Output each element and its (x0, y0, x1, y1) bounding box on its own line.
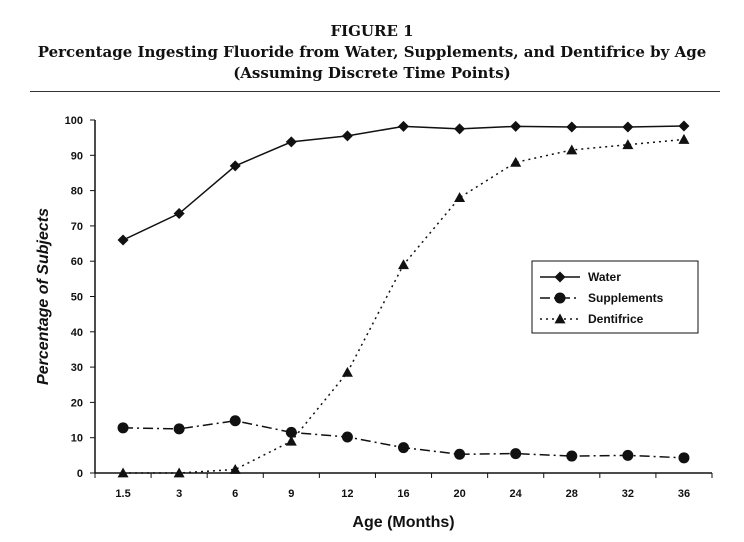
water-point (341, 130, 353, 142)
chart-subtitle: (Assuming Discrete Time Points) (233, 64, 511, 82)
x-tick-label: 36 (678, 488, 690, 500)
x-tick-label: 20 (453, 488, 465, 500)
supplements-point (454, 448, 466, 460)
y-tick-label: 70 (71, 221, 83, 233)
water-point (173, 208, 185, 220)
y-tick-label: 90 (71, 150, 83, 162)
x-tick-label: 28 (566, 488, 578, 500)
title-divider (30, 91, 720, 92)
x-tick-label: 6 (232, 488, 238, 500)
y-axis-label: Percentage of Subjects (35, 208, 52, 385)
x-tick-label: 12 (341, 488, 353, 500)
y-tick-label: 60 (71, 256, 83, 268)
dentifrice-point (229, 463, 241, 474)
x-tick-label: 24 (510, 488, 523, 500)
water-point (285, 136, 297, 148)
x-tick-label: 3 (176, 488, 182, 500)
water-point (117, 234, 129, 246)
supplements-point (285, 426, 297, 438)
x-tick-label: 32 (622, 488, 634, 500)
supplements-point (398, 442, 409, 454)
supplements-point (229, 415, 241, 427)
dentifrice-point (341, 366, 353, 377)
series-layer (117, 120, 690, 478)
supplements-point (622, 449, 634, 461)
supplements-point (341, 431, 353, 443)
figure-label: FIGURE 1 (330, 22, 414, 40)
dentifrice-point (566, 144, 578, 155)
series-water (117, 120, 690, 246)
supplements-point (173, 423, 185, 435)
chart-title: Percentage Ingesting Fluoride from Water… (37, 43, 707, 61)
y-tick-label: 10 (71, 433, 83, 445)
y-tick-label: 20 (71, 397, 83, 409)
y-tick-label: 30 (71, 362, 83, 374)
legend-marker-supplements (554, 292, 566, 304)
supplements-point (117, 422, 129, 434)
legend-marker-water (554, 271, 566, 283)
y-tick-label: 0 (77, 468, 83, 480)
supplements-point (678, 452, 690, 464)
supplements-point (510, 448, 522, 460)
water-line (122, 125, 684, 241)
legend-label-water: Water (588, 270, 621, 284)
supplements-point (566, 450, 578, 462)
water-point (566, 121, 578, 133)
dentifrice-point (622, 139, 634, 150)
y-tick-label: 40 (71, 327, 83, 339)
dentifrice-point (454, 192, 466, 203)
water-point (229, 160, 241, 172)
dentifrice-point (117, 467, 129, 478)
series-supplements (117, 415, 690, 464)
x-tick-label: 1.5 (115, 488, 130, 500)
dentifrice-point (285, 435, 297, 446)
x-tick-label: 9 (288, 488, 294, 500)
water-point (622, 121, 634, 133)
water-point (398, 120, 409, 132)
legend: Water Supplements Dentifrice (531, 260, 699, 334)
x-axis-label: Age (Months) (352, 514, 454, 531)
legend-label-dentifrice: Dentifrice (588, 312, 644, 326)
legend-marker-dentifrice (554, 313, 566, 324)
water-point (678, 120, 690, 132)
y-tick-label: 50 (71, 292, 83, 304)
water-point (454, 123, 466, 135)
dentifrice-point (510, 156, 522, 167)
dentifrice-point (398, 259, 409, 270)
x-tick-label: 16 (397, 488, 409, 500)
dentifrice-point (173, 467, 185, 478)
series-dentifrice (117, 133, 690, 478)
y-tick-label: 100 (65, 115, 83, 127)
legend-label-supplements: Supplements (588, 291, 664, 305)
dentifrice-point (678, 133, 690, 144)
water-point (510, 120, 522, 132)
y-tick-label: 80 (71, 186, 83, 198)
